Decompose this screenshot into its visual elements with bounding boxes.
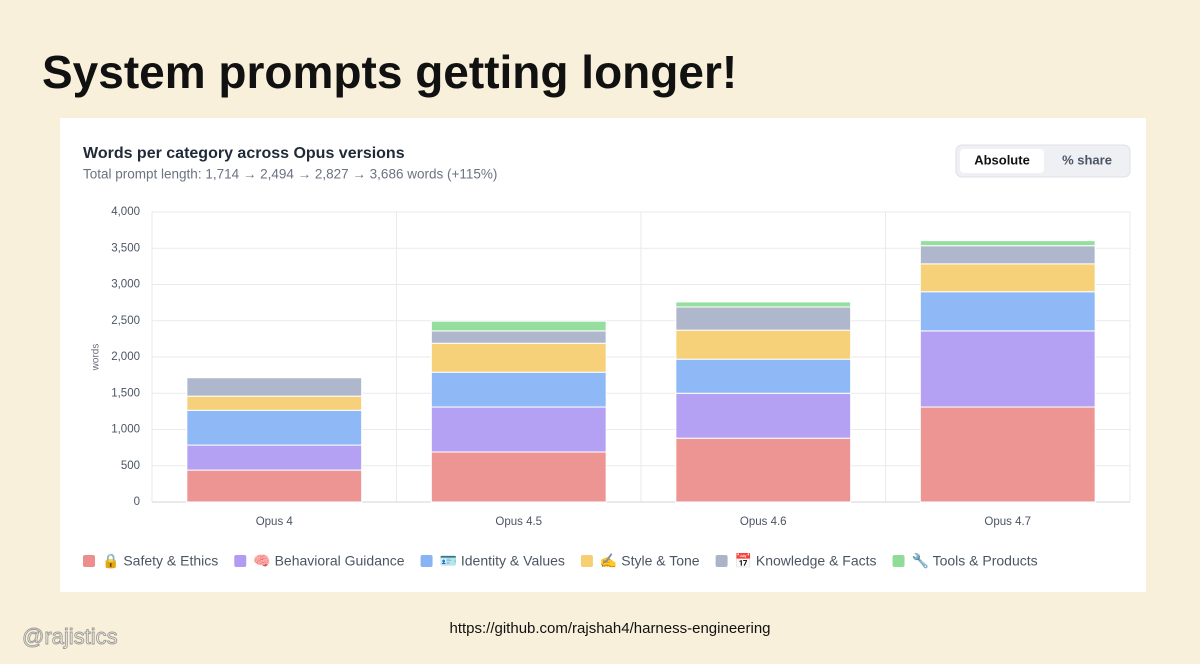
bar-segment bbox=[919, 263, 1096, 293]
bar-segment bbox=[919, 330, 1096, 408]
bar-segment bbox=[186, 395, 363, 411]
bar-segment bbox=[430, 330, 607, 344]
y-tick-label: 2,500 bbox=[111, 315, 140, 327]
toggle-active-bg bbox=[960, 149, 1044, 173]
bar-segment bbox=[919, 406, 1096, 503]
bar-segment bbox=[675, 301, 852, 308]
y-tick-label: 0 bbox=[134, 496, 140, 508]
toggle-button[interactable]: Absolute bbox=[974, 152, 1030, 167]
x-tick-label: Opus 4 bbox=[256, 516, 294, 528]
bar-segment bbox=[919, 240, 1096, 247]
legend-swatch bbox=[715, 555, 728, 567]
legend-swatch bbox=[892, 555, 905, 567]
chart-subtitle: Total prompt length: 1,714 → 2,494 → 2,8… bbox=[83, 167, 497, 182]
legend-swatch bbox=[83, 555, 95, 567]
y-tick-label: 4,000 bbox=[111, 206, 140, 218]
y-axis-label: words bbox=[91, 344, 102, 372]
x-tick-label: Opus 4.5 bbox=[495, 516, 542, 528]
y-tick-label: 3,000 bbox=[111, 279, 140, 291]
toggle-button[interactable]: % share bbox=[1062, 152, 1112, 167]
bar-segment bbox=[186, 469, 363, 503]
bar-segment bbox=[430, 320, 607, 332]
bar-segment bbox=[186, 377, 363, 397]
bar-segment bbox=[675, 358, 852, 394]
legend-label: 🔧 Tools & Products bbox=[912, 552, 1038, 570]
source-url: https://github.com/rajshah4/harness-engi… bbox=[449, 620, 770, 637]
bar-segment bbox=[430, 371, 607, 408]
legend-label: 🧠 Behavioral Guidance bbox=[253, 553, 405, 569]
legend-swatch bbox=[420, 555, 433, 567]
bar-segment bbox=[186, 409, 363, 446]
y-tick-label: 3,500 bbox=[111, 242, 140, 254]
bar-segment bbox=[675, 329, 852, 360]
bar-segment bbox=[919, 245, 1096, 265]
bar-segment bbox=[430, 451, 607, 503]
legend-label: 🔒 Safety & Ethics bbox=[102, 553, 218, 570]
x-tick-label: Opus 4.7 bbox=[984, 516, 1031, 528]
chart-title: Words per category across Opus versions bbox=[83, 145, 405, 162]
legend-swatch bbox=[234, 555, 247, 567]
y-tick-label: 500 bbox=[121, 460, 140, 472]
y-tick-label: 1,500 bbox=[111, 387, 140, 399]
legend-swatch bbox=[580, 555, 593, 567]
bar-segment bbox=[919, 291, 1096, 332]
slide-title: System prompts getting longer! bbox=[42, 46, 737, 98]
legend-label: ✍️ Style & Tone bbox=[600, 553, 700, 569]
legend-label: 📅 Knowledge & Facts bbox=[735, 553, 877, 569]
y-tick-label: 2,000 bbox=[111, 351, 140, 363]
bar-segment bbox=[675, 306, 852, 331]
legend-label: 🪪 Identity & Values bbox=[440, 553, 565, 569]
bar-segment bbox=[430, 342, 607, 373]
watermark: @rajistics bbox=[22, 624, 118, 649]
bar-segment bbox=[430, 406, 607, 453]
x-tick-label: Opus 4.6 bbox=[740, 516, 787, 528]
bar-segment bbox=[675, 392, 852, 439]
bar-segment bbox=[186, 444, 363, 471]
bar-segment bbox=[675, 437, 852, 503]
y-tick-label: 1,000 bbox=[111, 424, 140, 436]
